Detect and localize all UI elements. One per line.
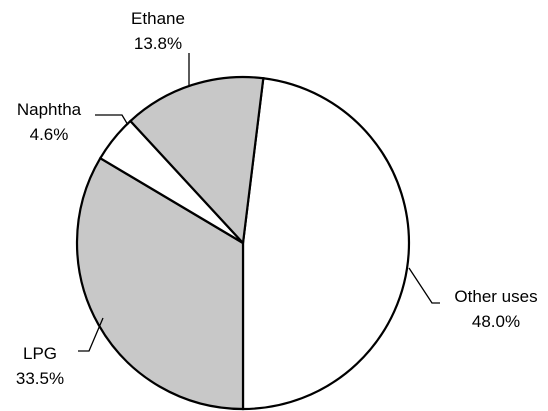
slice-value-naphtha: 4.6% <box>30 125 69 144</box>
leader-line-naphtha <box>95 115 128 125</box>
slice-value-other-uses: 48.0% <box>472 312 520 331</box>
leader-line-other-uses <box>409 268 440 303</box>
slice-value-ethane: 13.8% <box>134 34 182 53</box>
slice-label-naphtha: Naphtha <box>17 100 82 119</box>
pie-slice-other-uses <box>243 78 409 409</box>
slice-value-lpg: 33.5% <box>16 369 64 388</box>
slice-label-other-uses: Other uses <box>454 287 537 306</box>
slice-label-lpg: LPG <box>23 344 57 363</box>
slice-label-ethane: Ethane <box>131 9 185 28</box>
slices-layer <box>77 77 409 409</box>
